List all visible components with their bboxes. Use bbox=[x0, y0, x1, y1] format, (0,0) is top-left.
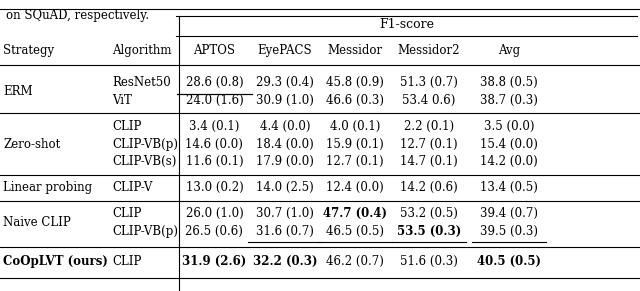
Text: 3.4 (0.1): 3.4 (0.1) bbox=[189, 120, 239, 133]
Text: 26.0 (1.0): 26.0 (1.0) bbox=[186, 207, 243, 220]
Text: 53.2 (0.5): 53.2 (0.5) bbox=[400, 207, 458, 220]
Text: 15.9 (0.1): 15.9 (0.1) bbox=[326, 138, 384, 150]
Text: 40.5 (0.5): 40.5 (0.5) bbox=[477, 255, 541, 268]
Text: 30.9 (1.0): 30.9 (1.0) bbox=[256, 94, 314, 107]
Text: 32.2 (0.3): 32.2 (0.3) bbox=[253, 255, 317, 268]
Text: 38.7 (0.3): 38.7 (0.3) bbox=[480, 94, 538, 107]
Text: CoOpLVT (ours): CoOpLVT (ours) bbox=[3, 255, 108, 268]
Text: CLIP-VB(p): CLIP-VB(p) bbox=[112, 138, 178, 150]
Text: 17.9 (0.0): 17.9 (0.0) bbox=[256, 155, 314, 168]
Text: 51.6 (0.3): 51.6 (0.3) bbox=[400, 255, 458, 268]
Text: F1-score: F1-score bbox=[379, 18, 434, 31]
Text: 14.2 (0.6): 14.2 (0.6) bbox=[400, 181, 458, 194]
Text: 3.5 (0.0): 3.5 (0.0) bbox=[484, 120, 534, 133]
Text: ResNet50: ResNet50 bbox=[112, 77, 171, 89]
Text: CLIP-VB(s): CLIP-VB(s) bbox=[112, 155, 177, 168]
Text: 24.0 (1.6): 24.0 (1.6) bbox=[186, 94, 243, 107]
Text: 28.6 (0.8): 28.6 (0.8) bbox=[186, 77, 243, 89]
Text: 30.7 (1.0): 30.7 (1.0) bbox=[256, 207, 314, 220]
Text: 12.4 (0.0): 12.4 (0.0) bbox=[326, 181, 384, 194]
Text: 14.0 (2.5): 14.0 (2.5) bbox=[256, 181, 314, 194]
Text: 12.7 (0.1): 12.7 (0.1) bbox=[400, 138, 458, 150]
Text: ERM: ERM bbox=[3, 85, 33, 98]
Text: 4.0 (0.1): 4.0 (0.1) bbox=[330, 120, 380, 133]
Text: 39.4 (0.7): 39.4 (0.7) bbox=[480, 207, 538, 220]
Text: 11.6 (0.1): 11.6 (0.1) bbox=[186, 155, 243, 168]
Text: 46.6 (0.3): 46.6 (0.3) bbox=[326, 94, 384, 107]
Text: 38.8 (0.5): 38.8 (0.5) bbox=[480, 77, 538, 89]
Text: CLIP: CLIP bbox=[112, 207, 141, 220]
Text: 46.2 (0.7): 46.2 (0.7) bbox=[326, 255, 384, 268]
Text: Zero-shot: Zero-shot bbox=[3, 138, 60, 150]
Text: 18.4 (0.0): 18.4 (0.0) bbox=[256, 138, 314, 150]
Text: 45.8 (0.9): 45.8 (0.9) bbox=[326, 77, 384, 89]
Text: ViT: ViT bbox=[112, 94, 132, 107]
Text: 26.5 (0.6): 26.5 (0.6) bbox=[186, 225, 243, 238]
Text: 14.2 (0.0): 14.2 (0.0) bbox=[480, 155, 538, 168]
Text: CLIP: CLIP bbox=[112, 255, 141, 268]
Text: CLIP: CLIP bbox=[112, 120, 141, 133]
Text: 14.6 (0.0): 14.6 (0.0) bbox=[186, 138, 243, 150]
Text: 12.7 (0.1): 12.7 (0.1) bbox=[326, 155, 384, 168]
Text: 15.4 (0.0): 15.4 (0.0) bbox=[480, 138, 538, 150]
Text: Avg: Avg bbox=[498, 45, 520, 57]
Text: 13.0 (0.2): 13.0 (0.2) bbox=[186, 181, 243, 194]
Text: Linear probing: Linear probing bbox=[3, 181, 92, 194]
Text: on SQuAD, respectively.: on SQuAD, respectively. bbox=[6, 9, 150, 22]
Text: APTOS: APTOS bbox=[193, 45, 236, 57]
Text: Messidor2: Messidor2 bbox=[397, 45, 460, 57]
Text: 4.4 (0.0): 4.4 (0.0) bbox=[260, 120, 310, 133]
Text: 53.5 (0.3): 53.5 (0.3) bbox=[397, 225, 461, 238]
Text: 31.6 (0.7): 31.6 (0.7) bbox=[256, 225, 314, 238]
Text: 13.4 (0.5): 13.4 (0.5) bbox=[480, 181, 538, 194]
Text: 31.9 (2.6): 31.9 (2.6) bbox=[182, 255, 246, 268]
Text: 14.7 (0.1): 14.7 (0.1) bbox=[400, 155, 458, 168]
Text: CLIP-VB(p): CLIP-VB(p) bbox=[112, 225, 178, 238]
Text: Messidor: Messidor bbox=[328, 45, 383, 57]
Text: Strategy: Strategy bbox=[3, 45, 54, 57]
Text: 53.4 0.6): 53.4 0.6) bbox=[402, 94, 456, 107]
Text: 51.3 (0.7): 51.3 (0.7) bbox=[400, 77, 458, 89]
Text: 29.3 (0.4): 29.3 (0.4) bbox=[256, 77, 314, 89]
Text: CLIP-V: CLIP-V bbox=[112, 181, 152, 194]
Text: 39.5 (0.3): 39.5 (0.3) bbox=[480, 225, 538, 238]
Text: 46.5 (0.5): 46.5 (0.5) bbox=[326, 225, 384, 238]
Text: Algorithm: Algorithm bbox=[112, 45, 172, 57]
Text: 47.7 (0.4): 47.7 (0.4) bbox=[323, 207, 387, 220]
Text: EyePACS: EyePACS bbox=[257, 45, 312, 57]
Text: Naive CLIP: Naive CLIP bbox=[3, 216, 71, 229]
Text: 2.2 (0.1): 2.2 (0.1) bbox=[404, 120, 454, 133]
